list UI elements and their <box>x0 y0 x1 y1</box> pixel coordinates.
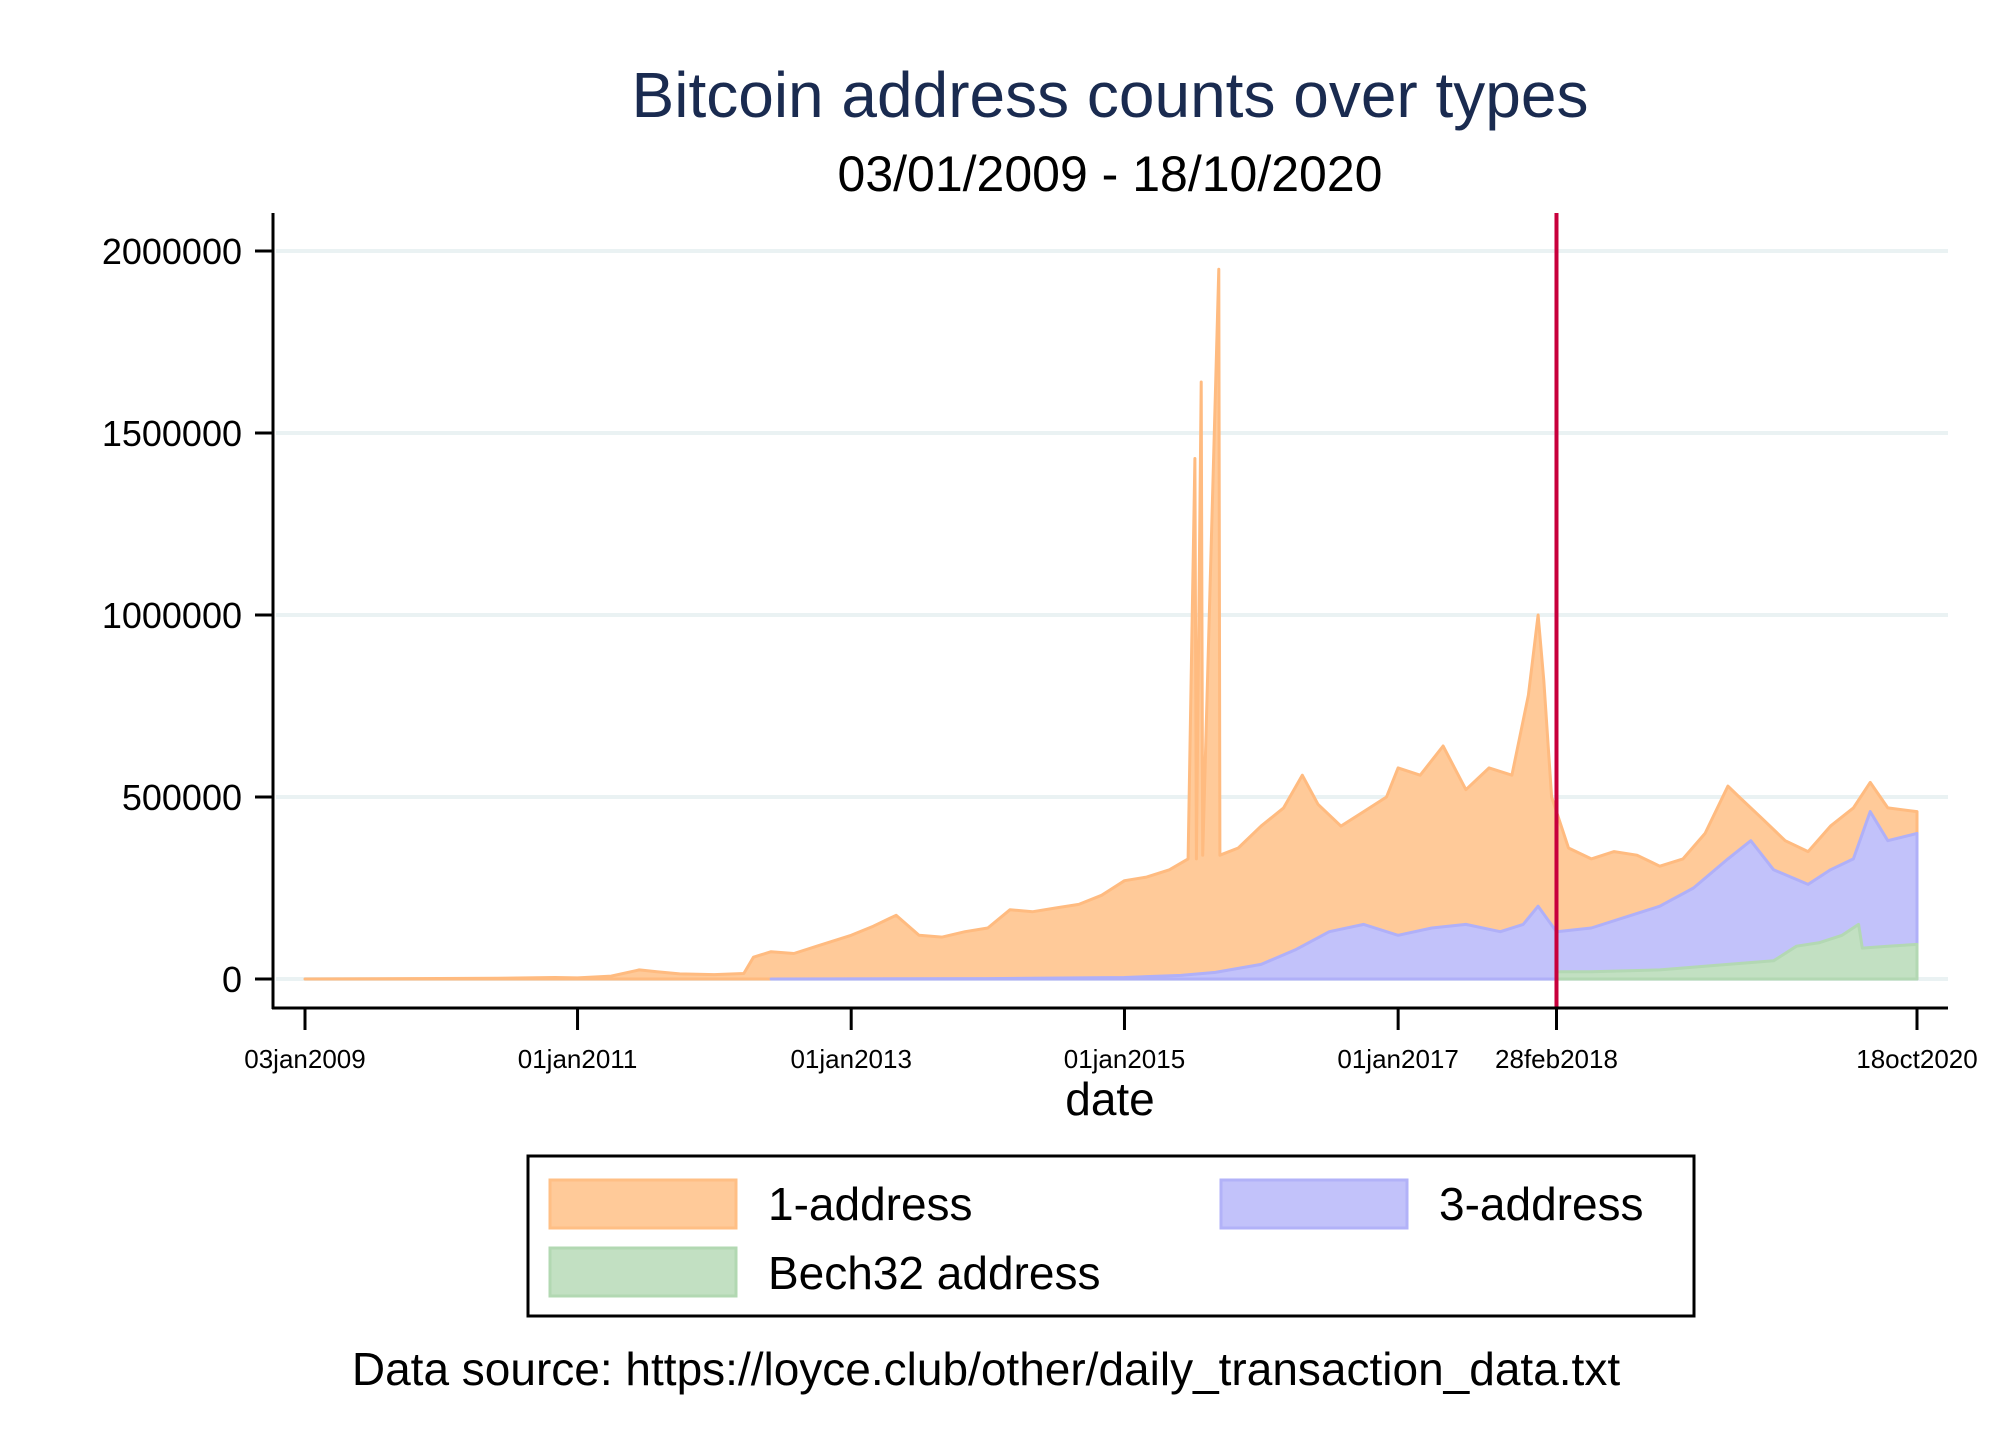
legend-label-bech32-address: Bech32 address <box>768 1247 1100 1299</box>
chart-subtitle: 03/01/2009 - 18/10/2020 <box>838 146 1383 202</box>
y-tick-label: 1000000 <box>102 595 242 636</box>
axes <box>271 213 1948 1010</box>
area-bech32-address <box>1555 922 1919 981</box>
y-tick-label: 1500000 <box>102 413 242 454</box>
y-tick-label: 0 <box>222 959 242 1000</box>
x-tick-label: 18oct2020 <box>1856 1044 1977 1074</box>
x-tick-label: 28feb2018 <box>1495 1044 1618 1074</box>
x-tick-label: 01jan2015 <box>1064 1044 1185 1074</box>
legend-swatch-bech32-address <box>548 1246 738 1298</box>
x-ticks: 03jan2009 01jan2011 01jan2013 01jan2015 01ja… <box>244 1008 1978 1074</box>
x-tick-label: 01jan2013 <box>790 1044 911 1074</box>
legend-label-3-address: 3-address <box>1439 1178 1644 1230</box>
legend-label-1-address: 1-address <box>768 1178 973 1230</box>
y-ticks: 0 500000 1000000 1500000 2000000 <box>102 231 273 1000</box>
x-tick-label: 03jan2009 <box>244 1044 365 1074</box>
legend-swatch-3-address <box>1219 1178 1409 1230</box>
area-1-address <box>303 267 1919 981</box>
y-tick-label: 2000000 <box>102 231 242 272</box>
plot-areas <box>303 267 1919 981</box>
x-tick-label: 01jan2017 <box>1337 1044 1458 1074</box>
legend-swatch-1-address <box>548 1178 738 1230</box>
legend: 1-address 3-address Bech32 address <box>526 1154 1696 1318</box>
data-source-note: Data source: https://loyce.club/other/da… <box>352 1343 1620 1395</box>
x-tick-label: 01jan2011 <box>518 1044 638 1074</box>
y-tick-label: 500000 <box>122 777 242 818</box>
chart-title: Bitcoin address counts over types <box>632 59 1589 131</box>
x-axis-title: date <box>1065 1073 1155 1125</box>
